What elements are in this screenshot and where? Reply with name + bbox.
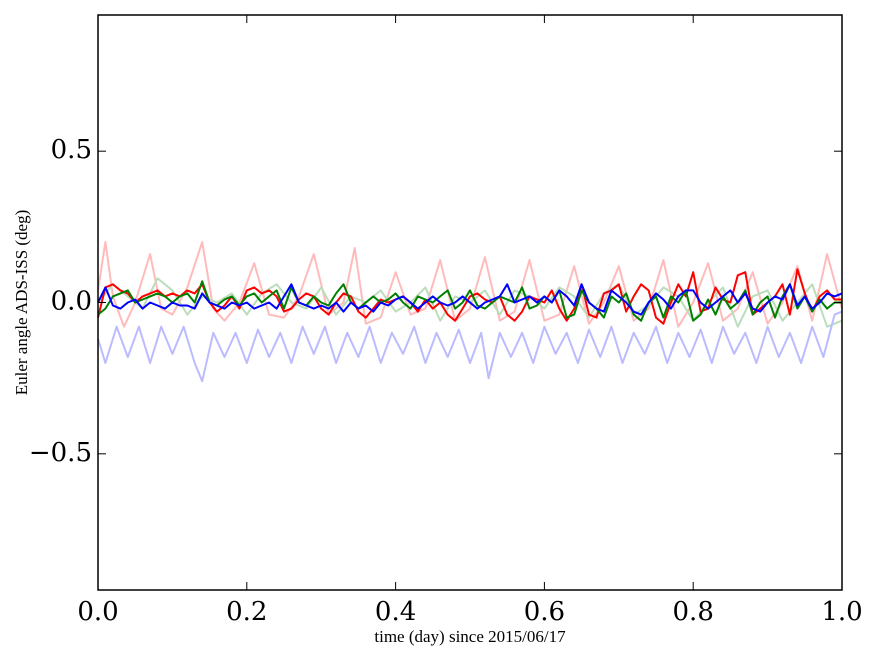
x-tick-label: 0.4 [375,597,416,627]
series-line-5 [97,280,842,322]
y-tick-label: 0.0 [51,287,92,317]
series-layer [97,241,843,383]
y-tick-label: 0.5 [51,135,92,165]
y-axis-label: Euler angle ADS-ISS (deg) [12,210,31,396]
x-axis-label: time (day) since 2015/06/17 [374,627,566,646]
x-tick-label: 0.0 [77,597,118,627]
series-line-6 [97,283,843,316]
series-line-1 [97,241,843,328]
x-tick-label: 0.8 [673,597,714,627]
x-tick-label: 0.2 [226,597,267,627]
series-line-3 [97,310,843,383]
tick-layer: 0.0 0.2 0.4 0.6 0.8 1.0 −0.5 0.0 0.5 [29,15,863,627]
x-tick-label: 1.0 [821,597,862,627]
y-tick-label: −0.5 [29,438,92,468]
x-tick-label: 0.6 [524,597,565,627]
